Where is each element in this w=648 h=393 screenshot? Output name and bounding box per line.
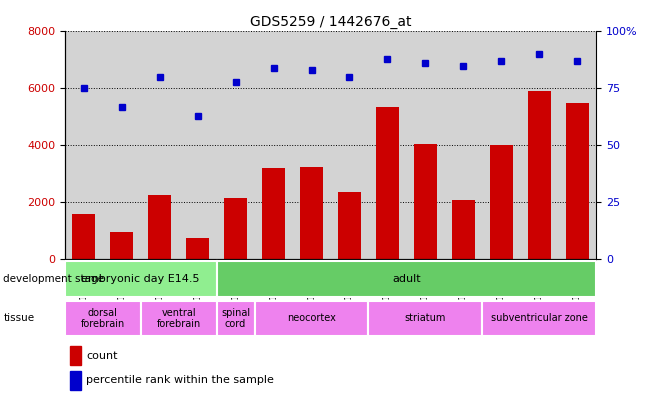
Bar xyxy=(148,195,171,259)
Bar xyxy=(300,167,323,259)
Bar xyxy=(490,145,513,259)
Bar xyxy=(566,103,588,259)
Text: subventricular zone: subventricular zone xyxy=(491,313,588,323)
Text: adult: adult xyxy=(392,274,421,284)
Bar xyxy=(452,200,475,259)
Text: percentile rank within the sample: percentile rank within the sample xyxy=(86,375,274,386)
Bar xyxy=(528,91,551,259)
Bar xyxy=(414,144,437,259)
Title: GDS5259 / 1442676_at: GDS5259 / 1442676_at xyxy=(249,15,411,29)
FancyBboxPatch shape xyxy=(369,301,482,336)
Bar xyxy=(110,232,133,259)
Text: tissue: tissue xyxy=(3,313,34,323)
Text: striatum: striatum xyxy=(405,313,446,323)
Bar xyxy=(73,214,95,259)
Text: count: count xyxy=(86,351,117,361)
Bar xyxy=(262,168,285,259)
FancyBboxPatch shape xyxy=(482,301,596,336)
Bar xyxy=(224,198,247,259)
Text: spinal
cord: spinal cord xyxy=(221,308,250,329)
FancyBboxPatch shape xyxy=(65,301,141,336)
Bar xyxy=(70,371,81,390)
Text: ventral
forebrain: ventral forebrain xyxy=(157,308,201,329)
Text: development stage: development stage xyxy=(3,274,104,284)
Bar xyxy=(376,107,399,259)
Text: embryonic day E14.5: embryonic day E14.5 xyxy=(82,274,200,284)
Text: dorsal
forebrain: dorsal forebrain xyxy=(80,308,125,329)
FancyBboxPatch shape xyxy=(141,301,216,336)
Bar xyxy=(186,238,209,259)
Text: neocortex: neocortex xyxy=(287,313,336,323)
FancyBboxPatch shape xyxy=(216,301,255,336)
FancyBboxPatch shape xyxy=(216,261,596,297)
FancyBboxPatch shape xyxy=(65,261,216,297)
FancyBboxPatch shape xyxy=(255,301,369,336)
Bar xyxy=(70,346,81,365)
Bar xyxy=(338,193,361,259)
